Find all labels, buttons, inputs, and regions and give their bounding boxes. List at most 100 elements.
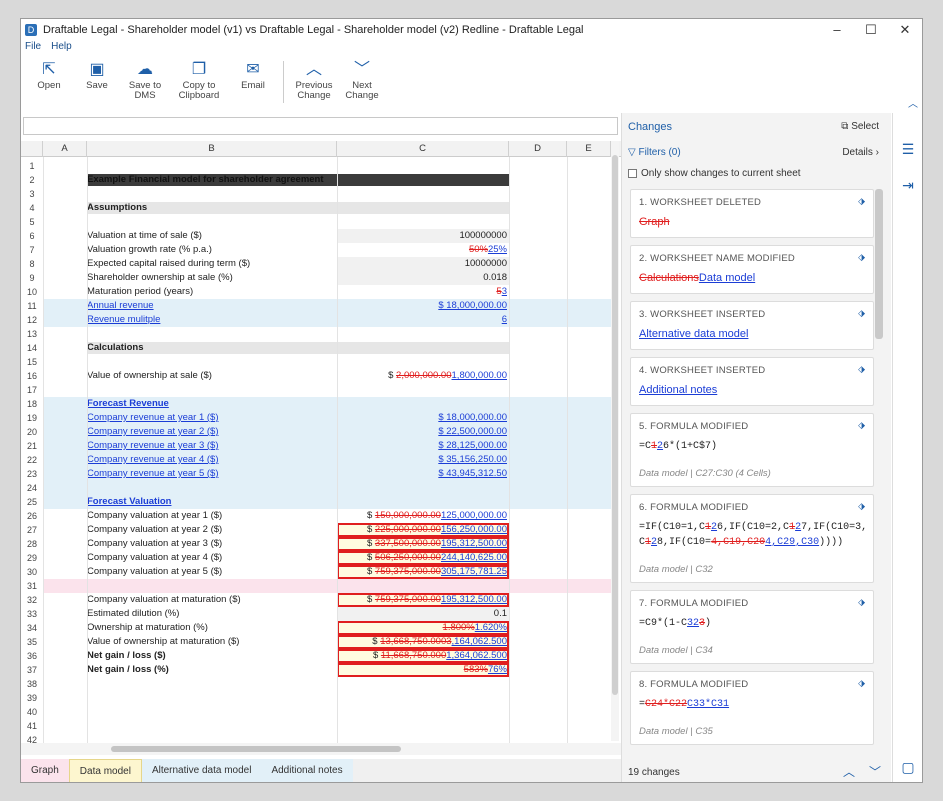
row-number[interactable]: 30 (21, 565, 43, 579)
cell-label[interactable]: Company valuation at year 3 ($) (87, 538, 223, 549)
row-number[interactable]: 24 (21, 481, 43, 495)
cell-label[interactable]: Company revenue at year 2 ($) (87, 426, 219, 437)
row-number[interactable]: 34 (21, 621, 43, 635)
menu-file[interactable]: File (25, 41, 42, 52)
cell-label[interactable]: Maturation period (years) (87, 286, 194, 297)
tab-data-model[interactable]: Data model (68, 759, 142, 782)
menu-help[interactable]: Help (51, 41, 72, 52)
row-number[interactable]: 16 (21, 369, 43, 383)
cell-label[interactable]: Calculations (87, 342, 144, 353)
row-number[interactable]: 31 (21, 579, 43, 593)
save-button[interactable]: ▣ Save (73, 55, 121, 91)
row-number[interactable]: 13 (21, 327, 43, 341)
select-button[interactable]: ⧉ Select (841, 121, 879, 132)
horizontal-scroll-thumb[interactable] (111, 746, 401, 752)
row-number[interactable]: 39 (21, 691, 43, 705)
cell-label[interactable]: Company valuation at year 2 ($) (87, 524, 223, 535)
change-card[interactable]: 7. FORMULA MODIFIED ⬗ =C9*(1-C323) Data mod… (630, 590, 874, 664)
only-current-sheet-checkbox[interactable]: Only show changes to current sheet (628, 168, 801, 179)
column-header-b[interactable]: B (87, 141, 337, 157)
tag-icon[interactable]: ⬗ (858, 420, 865, 430)
cell-value[interactable]: $ 18,000,000.00 (337, 299, 509, 313)
cell-label[interactable]: Company revenue at year 1 ($) (87, 412, 219, 423)
column-header-c[interactable]: C (337, 141, 509, 157)
cell-label[interactable]: Company revenue at year 3 ($) (87, 440, 219, 451)
maximize-button[interactable]: ☐ (865, 22, 877, 37)
cell-value[interactable]: 1.800%1.620% (337, 621, 509, 635)
cell-label[interactable]: Net gain / loss (%) (87, 664, 169, 675)
changes-scroll-thumb[interactable] (875, 189, 883, 339)
tab-graph[interactable]: Graph (21, 759, 69, 782)
changes-list-icon[interactable]: ☰ (901, 141, 915, 157)
row-number[interactable]: 18 (21, 397, 43, 411)
tag-icon[interactable]: ⬗ (858, 501, 865, 511)
row-number[interactable]: 37 (21, 663, 43, 677)
cell-value[interactable]: $ 506,250,000.00244,140,625.00 (337, 551, 509, 565)
row-number[interactable]: 5 (21, 215, 43, 229)
cell-value[interactable]: $ 11,668,750.0001,364,062.500 (337, 649, 509, 663)
copy-to-clipboard-button[interactable]: ❐ Copy to Clipboard (169, 55, 229, 101)
cell-value[interactable]: 100000000 (337, 229, 509, 243)
cell-label[interactable]: Example Financial model for shareholder … (87, 174, 324, 185)
row-number[interactable]: 15 (21, 355, 43, 369)
chevron-up-icon[interactable]: ︿ (842, 765, 855, 779)
cell-value[interactable]: $ 225,000,000.00156,250,000.00 (337, 523, 509, 537)
row-number[interactable]: 21 (21, 439, 43, 453)
email-button[interactable]: ✉ Email (229, 55, 277, 91)
row-number[interactable]: 3 (21, 187, 43, 201)
column-header-a[interactable]: A (43, 141, 87, 157)
row-number[interactable]: 10 (21, 285, 43, 299)
row-number[interactable]: 9 (21, 271, 43, 285)
cell-label[interactable]: Estimated dilution (%) (87, 608, 180, 619)
tab-additional-notes[interactable]: Additional notes (261, 759, 353, 782)
save-to-dms-button[interactable]: ☁ Save to DMS (121, 55, 169, 101)
row-number[interactable]: 26 (21, 509, 43, 523)
change-card[interactable]: 6. FORMULA MODIFIED ⬗ =IF(C10=1,C126,IF(C1… (630, 494, 874, 583)
row-number[interactable]: 25 (21, 495, 43, 509)
row-number[interactable]: 29 (21, 551, 43, 565)
cell-value[interactable]: $ 28,125,000.00 (337, 439, 509, 453)
cell-value[interactable]: $ 2,000,000.001,800,000.00 (337, 369, 509, 383)
open-button[interactable]: ⇱ Open (25, 55, 73, 91)
cell-label[interactable]: Value of ownership at sale ($) (87, 370, 212, 381)
cell-label[interactable]: Company valuation at year 5 ($) (87, 566, 223, 577)
row-number[interactable]: 17 (21, 383, 43, 397)
row-number[interactable]: 8 (21, 257, 43, 271)
row-number[interactable]: 40 (21, 705, 43, 719)
cell-label[interactable]: Forecast Valuation (87, 496, 172, 507)
change-card[interactable]: 3. WORKSHEET INSERTED ⬗ Alternative data m… (630, 301, 874, 350)
cell-label[interactable]: Net gain / loss ($) (87, 650, 166, 661)
cell-value[interactable]: $ 13,668,750.0003,164,062.500 (337, 635, 509, 649)
row-number[interactable]: 32 (21, 593, 43, 607)
row-number[interactable]: 7 (21, 243, 43, 257)
tab-alternative-data-model[interactable]: Alternative data model (141, 759, 262, 782)
tag-icon[interactable]: ⬗ (858, 252, 865, 262)
column-header-e[interactable]: E (567, 141, 611, 157)
close-button[interactable]: ✕ (899, 22, 911, 37)
row-number[interactable]: 11 (21, 299, 43, 313)
row-number[interactable]: 35 (21, 635, 43, 649)
row-number[interactable]: 6 (21, 229, 43, 243)
change-card[interactable]: 5. FORMULA MODIFIED ⬗ =C126*(1+C$7) Data mo… (630, 413, 874, 487)
cell-value[interactable]: 6 (337, 313, 509, 327)
cell-value[interactable]: $ 759,375,000.00195,312,500.00 (337, 593, 509, 607)
cell-value[interactable]: 583%76% (337, 663, 509, 677)
row-number[interactable]: 41 (21, 719, 43, 733)
cell-value[interactable]: 10000000 (337, 257, 509, 271)
cell-label[interactable]: Annual revenue (87, 300, 154, 311)
vertical-scroll-thumb[interactable] (612, 155, 618, 695)
cell-label[interactable]: Company valuation at year 1 ($) (87, 510, 223, 521)
cell-value[interactable]: 50%25% (337, 243, 509, 257)
filters-button[interactable]: ▽ Filters (0) (628, 147, 681, 158)
formula-bar[interactable] (23, 117, 618, 135)
tag-icon[interactable]: ⬗ (858, 196, 865, 206)
row-number[interactable]: 19 (21, 411, 43, 425)
checkbox-box[interactable] (628, 169, 637, 178)
cell-label[interactable]: Shareholder ownership at sale (%) (87, 272, 233, 283)
row-number[interactable]: 33 (21, 607, 43, 621)
cell-label[interactable]: Valuation at time of sale ($) (87, 230, 202, 241)
row-number[interactable]: 22 (21, 453, 43, 467)
row-number[interactable]: 27 (21, 523, 43, 537)
chevron-down-icon[interactable]: ﹀ (868, 765, 881, 779)
row-number[interactable]: 28 (21, 537, 43, 551)
